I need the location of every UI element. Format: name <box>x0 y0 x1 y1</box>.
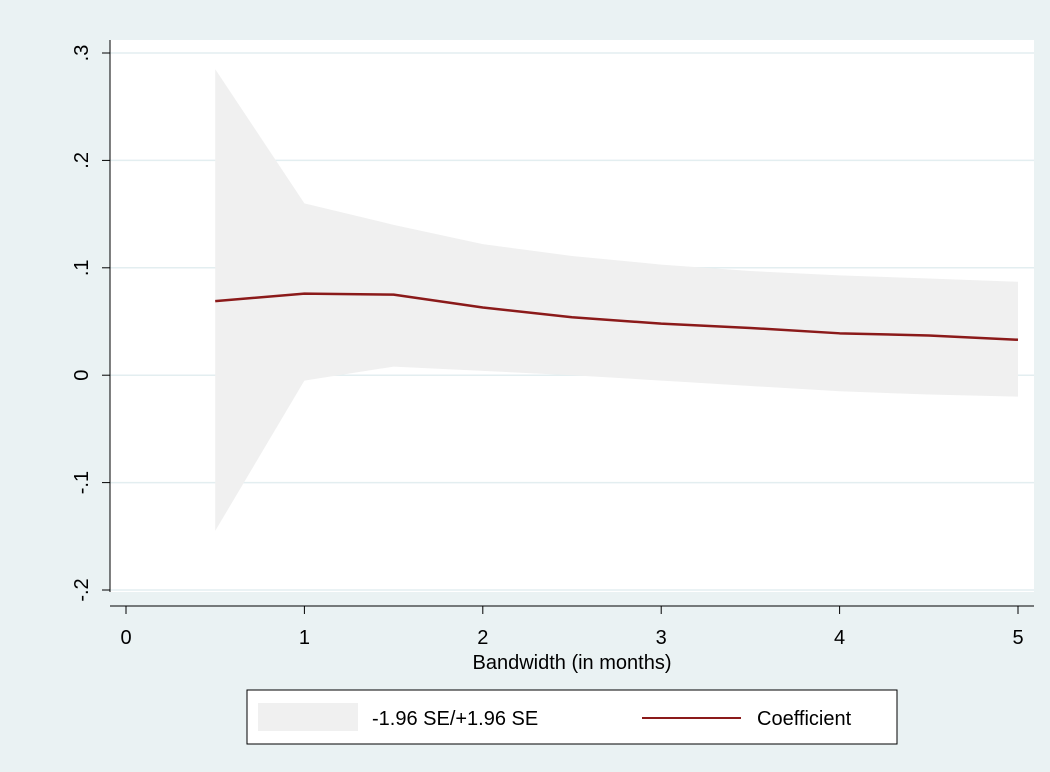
coefficient-line-layer <box>215 292 1019 342</box>
x-axis-title: Bandwidth (in months) <box>473 652 672 674</box>
legend-line-label: Coefficient <box>757 708 852 730</box>
x-tick-label: 5 <box>1012 627 1023 649</box>
x-tick-label: 1 <box>299 627 310 649</box>
confidence-band-layer <box>215 69 1018 531</box>
x-tick-label: 4 <box>834 627 845 649</box>
x-ticks: 0 1 2 3 4 5 <box>120 606 1024 649</box>
legend-band-swatch <box>258 703 358 731</box>
y-tick-label: -.2 <box>71 578 93 601</box>
x-tick-label: 0 <box>120 627 131 649</box>
y-tick-label: .2 <box>71 152 93 169</box>
y-tick-label: .1 <box>71 259 93 276</box>
legend-band-label: -1.96 SE/+1.96 SE <box>372 708 538 730</box>
y-tick-label: .3 <box>71 45 93 62</box>
y-tick-label: 0 <box>71 370 93 381</box>
legend: -1.96 SE/+1.96 SE Coefficient <box>246 689 898 745</box>
x-tick-label: 2 <box>477 627 488 649</box>
coefficient-line <box>215 292 1019 342</box>
confidence-band <box>215 69 1018 531</box>
y-ticks: -.2 -.1 0 .1 .2 .3 <box>71 45 110 602</box>
y-tick-label: -.1 <box>71 471 93 494</box>
axes <box>109 40 1034 607</box>
x-tick-label: 3 <box>656 627 667 649</box>
